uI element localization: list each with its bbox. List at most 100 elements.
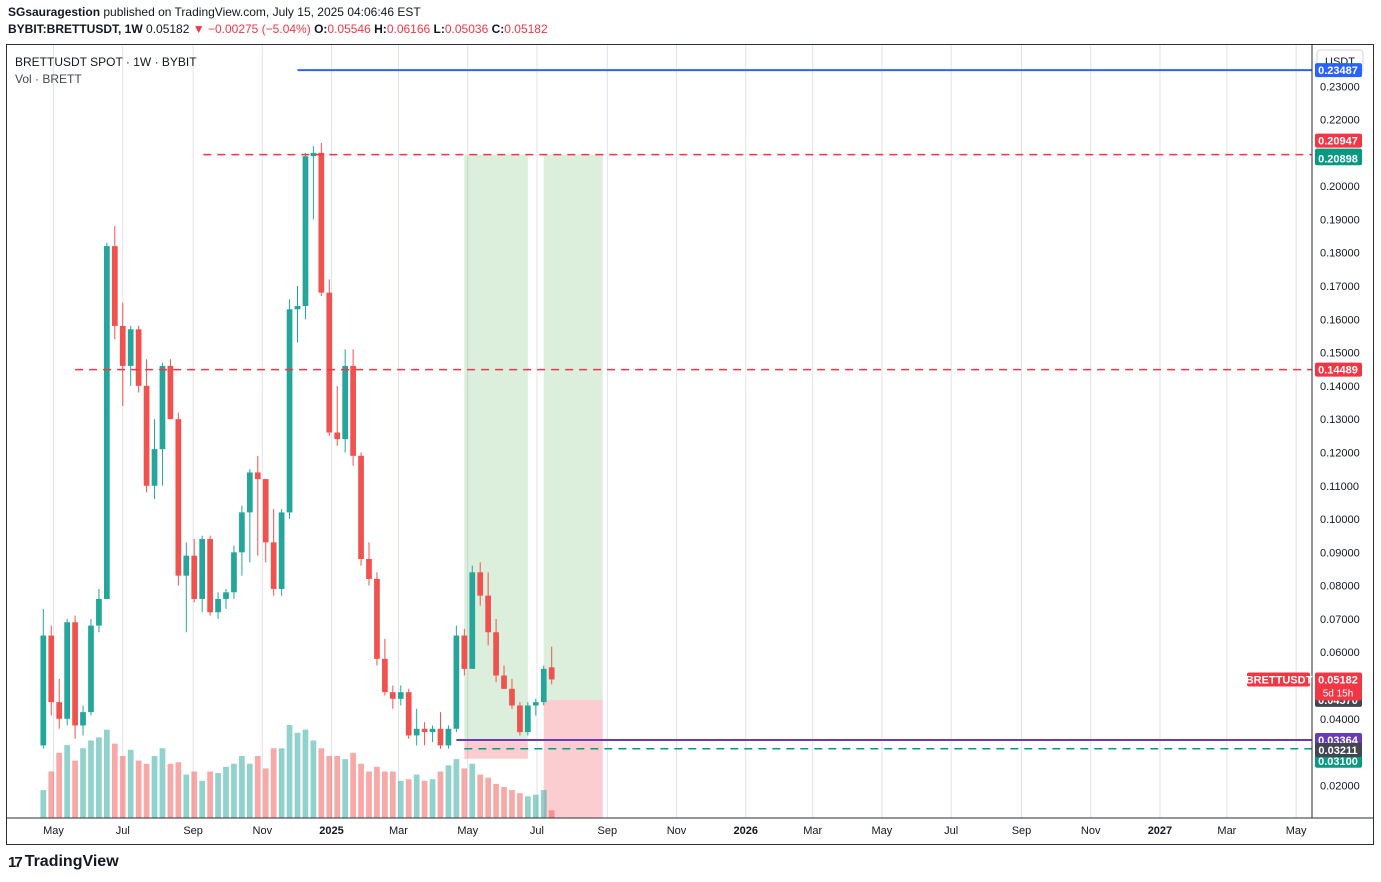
legend-volume[interactable]: Vol · BRETT bbox=[15, 72, 82, 86]
candle-body bbox=[207, 539, 213, 613]
volume-bar bbox=[96, 737, 102, 818]
candle-body bbox=[445, 728, 452, 746]
publisher-name[interactable]: SGsauragestion bbox=[8, 5, 101, 19]
price-tick-label: 0.08000 bbox=[1320, 581, 1360, 593]
volume-bar bbox=[350, 752, 356, 818]
candle-body bbox=[453, 635, 460, 729]
extra-price-label-bg bbox=[1315, 151, 1362, 166]
extra-price-label: 0.20898 bbox=[1318, 153, 1358, 165]
volume-bar bbox=[167, 763, 174, 818]
tradingview-logo-icon: 17 bbox=[8, 853, 23, 871]
chart-frame bbox=[6, 44, 1374, 845]
candle-body bbox=[429, 728, 436, 733]
volume-bar bbox=[548, 810, 555, 818]
high-value: 0.06166 bbox=[386, 22, 431, 36]
candle-body bbox=[318, 152, 325, 293]
volume-bar bbox=[223, 766, 229, 818]
time-tick-label: 2025 bbox=[319, 825, 343, 837]
candle-body bbox=[262, 479, 269, 543]
price-tick-label: 0.23000 bbox=[1320, 81, 1360, 93]
price-tick-label: 0.17000 bbox=[1320, 281, 1360, 293]
volume-bar bbox=[397, 780, 404, 818]
volume-bar bbox=[262, 768, 269, 818]
symbol-badge-label: BRETTUSDT bbox=[1246, 674, 1313, 686]
high-label: H: bbox=[374, 22, 387, 36]
close-label: C: bbox=[491, 22, 505, 36]
brand-name: TradingView bbox=[24, 853, 119, 870]
volume-bar bbox=[413, 774, 420, 818]
volume-bar bbox=[374, 766, 380, 818]
publish-info: SGsauragestion published on TradingView.… bbox=[8, 5, 421, 19]
volume-bar bbox=[199, 780, 206, 818]
price-tick-label: 0.04000 bbox=[1320, 714, 1360, 726]
candle-body bbox=[374, 578, 380, 659]
price-tick-label: 0.13000 bbox=[1320, 414, 1360, 426]
price-tick-label: 0.12000 bbox=[1320, 447, 1360, 459]
price-tick-label: 0.14000 bbox=[1320, 381, 1360, 393]
volume-bar bbox=[310, 740, 317, 818]
candle-body bbox=[246, 472, 253, 513]
candle-body bbox=[104, 246, 110, 599]
volume-bar bbox=[183, 774, 190, 818]
volume-bar bbox=[48, 771, 55, 818]
price-level-label-bg bbox=[1315, 753, 1362, 768]
tradingview-brand[interactable]: 17 TradingView bbox=[8, 853, 119, 871]
candle-body bbox=[540, 668, 547, 703]
volume-bar bbox=[294, 732, 301, 818]
volume-bar bbox=[104, 729, 110, 818]
volume-bar bbox=[127, 749, 134, 818]
time-tick-label: Mar bbox=[1217, 825, 1236, 837]
candle-body bbox=[286, 309, 293, 513]
candle-body bbox=[175, 419, 182, 576]
candle-body bbox=[310, 152, 317, 157]
time-tick-label: May bbox=[872, 825, 893, 837]
candle-body bbox=[421, 728, 428, 733]
candle-body bbox=[278, 512, 285, 589]
price-tick-label: 0.09000 bbox=[1320, 547, 1360, 559]
candle-body bbox=[223, 592, 229, 599]
volume-bar bbox=[246, 763, 253, 818]
price-tick-label: 0.22000 bbox=[1320, 115, 1360, 127]
volume-bar bbox=[517, 793, 523, 818]
price-level-label: 0.23487 bbox=[1318, 65, 1358, 77]
last-price-bg bbox=[1315, 672, 1362, 701]
volume-bar bbox=[421, 780, 428, 818]
candle-body bbox=[358, 455, 364, 560]
symbol-badge-bg bbox=[1247, 672, 1310, 687]
symbol-ohlc-row: BYBIT:BRETTUSDT, 1W 0.05182 ▼ −0.00275 (… bbox=[8, 22, 548, 36]
volume-bar bbox=[231, 763, 237, 818]
time-tick-label: Mar bbox=[389, 825, 408, 837]
candle-body bbox=[389, 692, 396, 699]
price-level-label-bg bbox=[1315, 133, 1362, 148]
legend-title[interactable]: BRETTUSDT SPOT · 1W · BYBIT bbox=[15, 55, 197, 69]
candle-body bbox=[96, 598, 102, 626]
price-tick-label: 0.02000 bbox=[1320, 780, 1360, 792]
candle-body bbox=[270, 542, 277, 589]
volume-bar bbox=[366, 771, 372, 818]
change-text: ▼ −0.00275 (−5.04%) bbox=[192, 22, 311, 36]
candle-body bbox=[493, 632, 499, 676]
volume-bar bbox=[445, 765, 452, 818]
volume-bar bbox=[405, 779, 412, 818]
candle-body bbox=[366, 559, 372, 579]
volume-bar bbox=[358, 763, 364, 818]
extra-price-label: 0.03211 bbox=[1318, 745, 1357, 757]
volume-bar bbox=[532, 794, 539, 818]
candle-body bbox=[326, 292, 333, 433]
low-label: L: bbox=[433, 22, 445, 36]
candle-body bbox=[405, 692, 412, 736]
price-level-label: 0.03100 bbox=[1318, 756, 1358, 768]
last-price-label: 0.05182 bbox=[1318, 674, 1358, 686]
volume-bar bbox=[493, 783, 499, 818]
price-tick-label: 0.11000 bbox=[1320, 481, 1359, 493]
candle-body bbox=[350, 365, 356, 456]
volume-bar bbox=[461, 768, 468, 818]
candle-body bbox=[119, 325, 126, 366]
time-tick-label: Jul bbox=[530, 825, 544, 837]
volume-bar bbox=[80, 748, 86, 818]
candle-body bbox=[231, 552, 237, 593]
volume-bar bbox=[175, 762, 182, 818]
price-tick-label: 0.06000 bbox=[1320, 647, 1360, 659]
volume-bar bbox=[389, 771, 396, 818]
